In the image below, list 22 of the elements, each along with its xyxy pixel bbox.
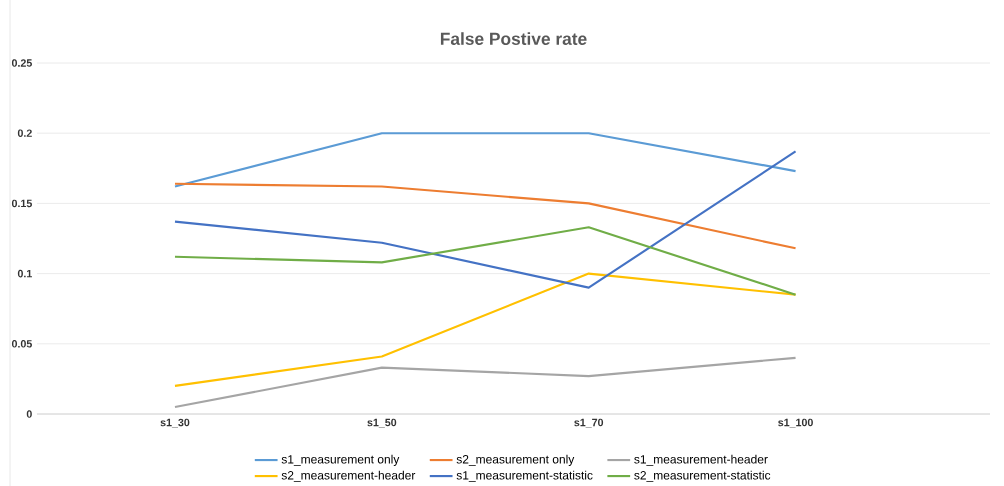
legend-label: s1_measurement only [281,454,400,466]
line-series [173,182,797,250]
y-tick-label: 0.1 [17,269,32,278]
y-tick-label: 0 [26,410,32,418]
y-tick-label: 0.2 [17,129,32,137]
x-tick-label: s1_100 [778,418,813,428]
legend-label: s2_measurement-statistic [634,470,771,482]
y-tick-label: 0.25 [11,59,32,67]
line-series [173,226,797,296]
legend-label: s1_measurement-statistic [456,470,593,482]
x-tick-label: s1_30 [160,418,190,428]
legend-label: s2_measurement only [456,454,575,466]
x-tick-label: s1_50 [367,418,397,428]
line-series [173,150,797,289]
legend-label: s1_measurement-header [634,454,768,466]
y-tick-label: 0.15 [11,199,32,208]
y-tick-label: 0.05 [11,340,32,348]
legend-label: s2_measurement-header [281,470,416,482]
line-series [173,356,797,409]
x-tick-label: s1_70 [574,418,604,428]
chart-title: False Postive rate [440,32,587,45]
line-series [173,272,797,387]
